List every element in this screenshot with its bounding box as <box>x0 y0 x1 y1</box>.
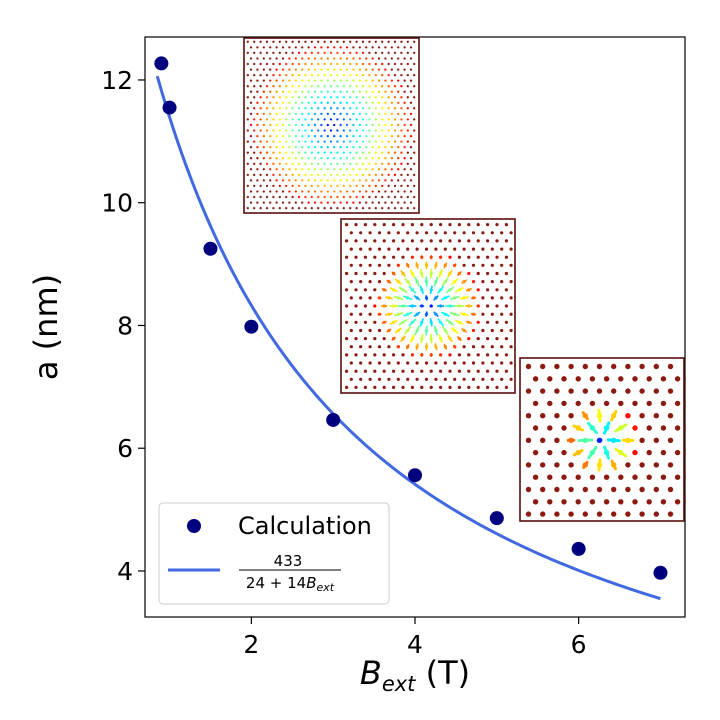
fit-curve <box>155 75 661 601</box>
x-axis-ticks: 2 4 6 <box>243 617 587 659</box>
y-tick-label-8: 8 <box>117 311 133 340</box>
y-tick-label-4: 4 <box>117 557 133 586</box>
x-axis-label: Bext (T) <box>360 654 470 696</box>
inset-medium-skyrmion <box>340 218 516 394</box>
legend-marker-calculation <box>187 519 201 533</box>
inset-spins <box>345 223 513 389</box>
legend: Calculation 433 24 + 14Bext <box>158 502 390 605</box>
data-point-5 <box>408 468 422 483</box>
y-tick-label-10: 10 <box>101 189 133 218</box>
data-point-1 <box>162 100 177 115</box>
data-point-4 <box>326 412 341 427</box>
legend-box <box>158 502 390 605</box>
y-axis-label: a (nm) <box>27 274 65 380</box>
inset-spins <box>246 40 416 210</box>
inset-border <box>340 218 516 394</box>
inset-border <box>243 37 420 214</box>
y-tick-label-12: 12 <box>101 66 133 95</box>
y-axis-ticks: 4 6 8 10 12 <box>101 66 145 586</box>
inset-border <box>519 357 685 522</box>
insets <box>243 37 685 522</box>
inset-small-skyrmion <box>519 357 685 522</box>
fit-denominator: 24 + 14Bext <box>246 574 335 594</box>
x-tick-label-4: 4 <box>407 630 423 659</box>
points-layer <box>154 56 668 580</box>
data-point-2 <box>203 241 218 256</box>
data-point-3 <box>244 319 259 334</box>
data-point-0 <box>154 56 169 71</box>
data-point-7 <box>571 541 586 556</box>
data-point-8 <box>653 565 668 580</box>
fit-layer <box>155 75 661 601</box>
inset-background <box>244 38 419 213</box>
fit-numerator: 433 <box>274 552 303 570</box>
x-tick-label-6: 6 <box>571 630 587 659</box>
legend-label-calculation: Calculation <box>238 512 372 540</box>
x-tick-label-2: 2 <box>243 630 259 659</box>
inset-large-skyrmion <box>243 37 420 214</box>
data-point-6 <box>489 511 504 526</box>
legend-label-fit: 433 24 + 14Bext <box>239 552 341 594</box>
inset-spins <box>525 363 681 517</box>
y-tick-label-6: 6 <box>117 434 133 463</box>
